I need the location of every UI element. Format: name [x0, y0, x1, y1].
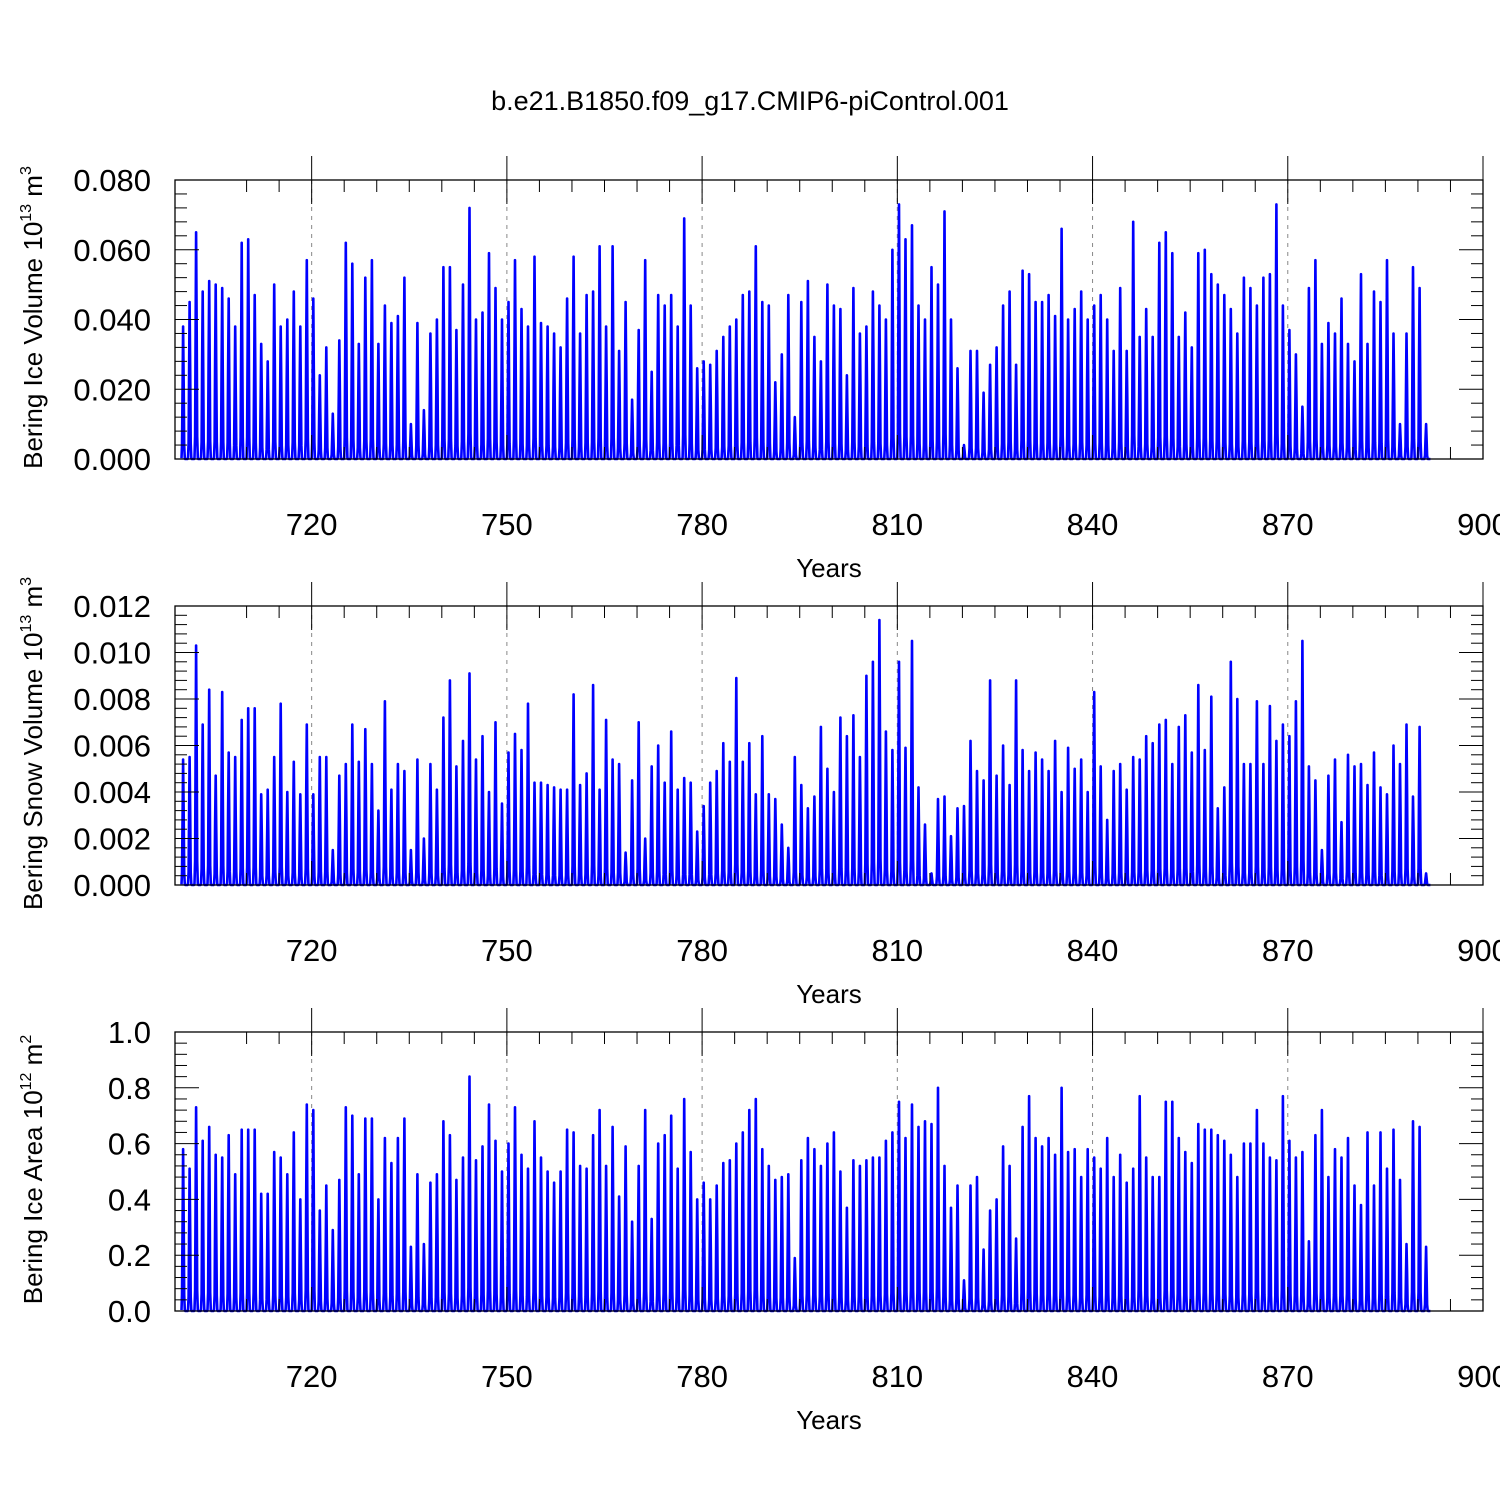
x-tick-label: 810 — [871, 507, 923, 542]
chart-panel-3: 0.0 0.2 0.4 0.6 0.8 1.0 720 750 780 810 840 870 900 Y… — [18, 1008, 1500, 1435]
chart-panel-1: 0.000 0.020 0.040 0.060 0.080 720 750 780 810 840… — [18, 156, 1500, 583]
plot-frame — [174, 1031, 1484, 1312]
x-tick-label: 870 — [1262, 1359, 1314, 1394]
y-tick-label: 0.010 — [73, 636, 151, 671]
x-tick-label: 810 — [871, 933, 923, 968]
y-tick-label: 0.002 — [73, 822, 151, 857]
y-axis-title: Bering Ice Volume 1013 m3 — [18, 166, 48, 469]
y-tick-label: 0.020 — [73, 372, 151, 407]
x-tick-label: 780 — [676, 507, 728, 542]
y-tick-label: 0.012 — [73, 589, 151, 624]
y-axis-title: Bering Snow Volume 1013 m3 — [18, 577, 48, 910]
series-line-bering-snow-volume — [180, 618, 1432, 887]
x-tick-label: 750 — [481, 1359, 533, 1394]
x-tick-label: 900 — [1457, 1359, 1500, 1394]
y-tick-label: 0.2 — [108, 1238, 151, 1273]
figure-title: b.e21.B1850.f09_g17.CMIP6-piControl.001 — [491, 86, 1009, 116]
series-line-bering-ice-volume — [180, 203, 1432, 461]
y-tick-label: 0.006 — [73, 729, 151, 764]
y-tick-label: 0.8 — [108, 1071, 151, 1106]
x-tick-label: 900 — [1457, 933, 1500, 968]
x-axis-title: Years — [796, 1405, 862, 1435]
y-axis-title: Bering Ice Area 1012 m2 — [18, 1035, 48, 1305]
y-tick-label: 0.000 — [73, 868, 151, 903]
x-tick-label: 900 — [1457, 507, 1500, 542]
x-tick-label: 720 — [286, 933, 338, 968]
y-tick-label: 0.000 — [73, 442, 151, 477]
x-tick-label: 840 — [1067, 933, 1119, 968]
x-tick-label: 810 — [871, 1359, 923, 1394]
y-tick-label: 0.040 — [73, 303, 151, 338]
y-tick-label: 0.080 — [73, 163, 151, 198]
y-tick-label: 0.4 — [108, 1182, 151, 1217]
y-tick-label: 0.0 — [108, 1294, 151, 1329]
series-line-bering-ice-area — [180, 1075, 1432, 1313]
y-tick-label: 1.0 — [108, 1015, 151, 1050]
x-tick-label: 720 — [286, 507, 338, 542]
x-tick-label: 750 — [481, 507, 533, 542]
x-tick-label: 840 — [1067, 507, 1119, 542]
chart-panel-2: 0.000 0.002 0.004 0.006 0.008 0.010 0.012 720 75… — [18, 577, 1500, 1009]
y-tick-label: 0.6 — [108, 1127, 151, 1162]
x-tick-label: 780 — [676, 933, 728, 968]
y-tick-label: 0.060 — [73, 233, 151, 268]
x-tick-label: 870 — [1262, 507, 1314, 542]
x-axis-title: Years — [796, 553, 862, 583]
y-tick-label: 0.004 — [73, 775, 151, 810]
y-tick-label: 0.008 — [73, 682, 151, 717]
x-tick-label: 840 — [1067, 1359, 1119, 1394]
x-tick-label: 780 — [676, 1359, 728, 1394]
x-tick-label: 870 — [1262, 933, 1314, 968]
x-axis-title: Years — [796, 979, 862, 1009]
x-tick-label: 720 — [286, 1359, 338, 1394]
x-tick-label: 750 — [481, 933, 533, 968]
